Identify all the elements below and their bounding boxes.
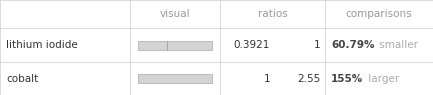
Text: comparisons: comparisons	[346, 9, 412, 19]
Text: lithium iodide: lithium iodide	[6, 40, 78, 50]
Text: visual: visual	[160, 9, 191, 19]
Bar	[138, 40, 212, 49]
Text: 155%: 155%	[331, 74, 363, 84]
Text: larger: larger	[365, 74, 400, 84]
Text: ratios: ratios	[258, 9, 288, 19]
Text: 60.79%: 60.79%	[331, 40, 375, 50]
Text: smaller: smaller	[377, 40, 419, 50]
Text: 2.55: 2.55	[297, 74, 320, 84]
Bar	[138, 74, 212, 83]
Text: 0.3921: 0.3921	[234, 40, 270, 50]
Text: 1: 1	[263, 74, 270, 84]
Text: cobalt: cobalt	[6, 74, 38, 84]
Text: 1: 1	[313, 40, 320, 50]
